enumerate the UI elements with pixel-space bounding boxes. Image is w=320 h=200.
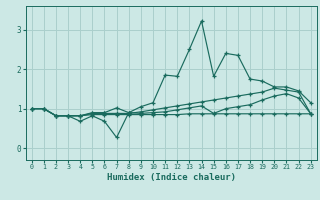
X-axis label: Humidex (Indice chaleur): Humidex (Indice chaleur) xyxy=(107,173,236,182)
